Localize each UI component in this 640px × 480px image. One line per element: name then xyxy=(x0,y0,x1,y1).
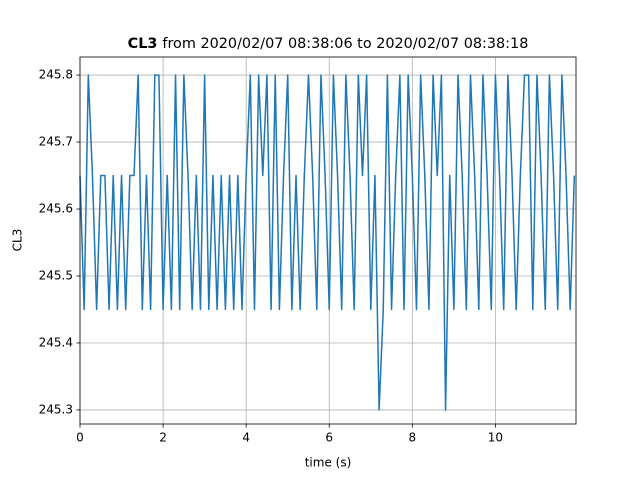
x-tick-label: 10 xyxy=(488,431,503,445)
x-tick-label: 4 xyxy=(242,431,250,445)
title-rest: from 2020/02/07 08:38:06 to 2020/02/07 0… xyxy=(162,36,528,52)
y-tick-label: 245.5 xyxy=(39,268,73,282)
x-tick-label: 2 xyxy=(159,431,167,445)
x-tick-label: 6 xyxy=(325,431,333,445)
y-tick-label: 245.4 xyxy=(39,335,73,349)
y-tick-label: 245.8 xyxy=(39,68,73,82)
x-axis-label: time (s) xyxy=(305,456,352,470)
x-tick-label: 0 xyxy=(76,431,84,445)
axes-frame xyxy=(79,56,577,425)
y-axis-label: CL3 xyxy=(11,229,25,252)
y-tick-label: 245.6 xyxy=(39,202,73,216)
title-bold: CL3 xyxy=(128,36,158,52)
y-tick-label: 245.3 xyxy=(39,402,73,416)
y-tick-label: 245.7 xyxy=(39,135,73,149)
chart-title: CL3 from 2020/02/07 08:38:06 to 2020/02/0… xyxy=(128,36,529,52)
plot-area: 0 2 4 6 8 10 245.3 245.4 245.5 245.6 245.7 245.8 xyxy=(39,57,576,445)
x-tick-label: 8 xyxy=(409,431,417,445)
data-line xyxy=(79,74,576,411)
